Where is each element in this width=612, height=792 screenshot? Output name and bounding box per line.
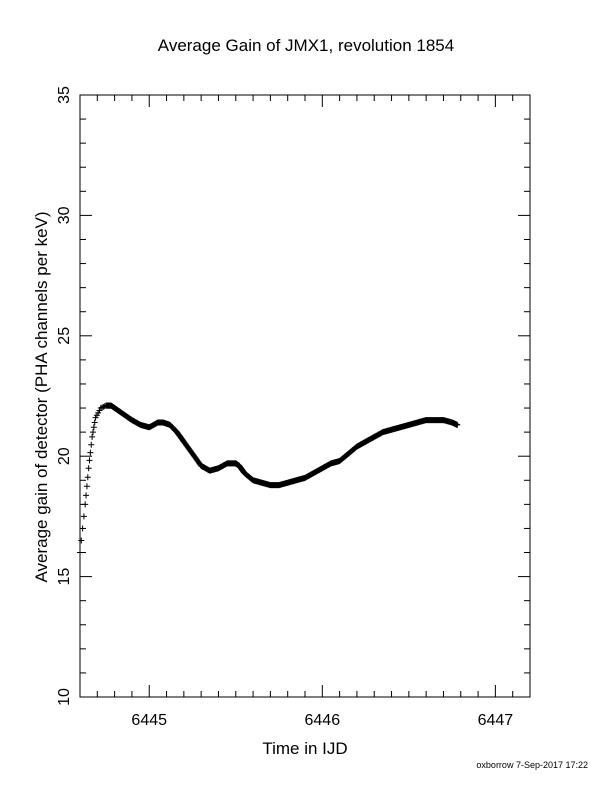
data-point <box>97 405 104 412</box>
data-point <box>83 492 90 499</box>
data-point <box>82 501 89 508</box>
data-point <box>90 424 97 431</box>
x-tick-label: 6447 <box>478 712 514 729</box>
x-tick-label: 6445 <box>131 712 167 729</box>
data-point <box>99 404 106 411</box>
data-point <box>87 449 94 456</box>
y-tick-label: 10 <box>56 688 73 706</box>
data-point <box>89 429 96 436</box>
data-point <box>79 525 86 532</box>
data-point <box>77 549 83 556</box>
y-tick-label: 30 <box>56 206 73 224</box>
plot-frame <box>79 94 531 698</box>
data-point <box>88 441 95 448</box>
chart-title: Average Gain of JMX1, revolution 1854 <box>157 36 455 55</box>
data-points-group <box>77 402 461 556</box>
data-point <box>83 483 90 490</box>
data-point <box>454 421 461 428</box>
x-axis-label: Time in IJD <box>262 739 348 758</box>
data-point <box>84 474 91 481</box>
x-tick-label: 6446 <box>305 712 341 729</box>
data-point <box>100 403 107 410</box>
y-axis-label: Average gain of detector (PHA channels p… <box>32 211 51 583</box>
credit-footer: oxborrow 7-Sep-2017 17:22 <box>476 760 588 770</box>
data-point <box>91 419 98 426</box>
data-point <box>80 513 87 520</box>
data-point <box>89 433 96 440</box>
data-point <box>85 465 92 472</box>
tick-labels-group: 6445 6446 6447 10 15 20 25 30 35 <box>56 86 513 729</box>
y-tick-label: 35 <box>56 86 73 104</box>
ticks-group <box>79 94 531 698</box>
y-tick-label: 15 <box>56 568 73 586</box>
y-tick-label: 20 <box>56 447 73 465</box>
data-point <box>78 537 85 544</box>
y-tick-label: 25 <box>56 327 73 345</box>
data-point <box>86 457 93 464</box>
